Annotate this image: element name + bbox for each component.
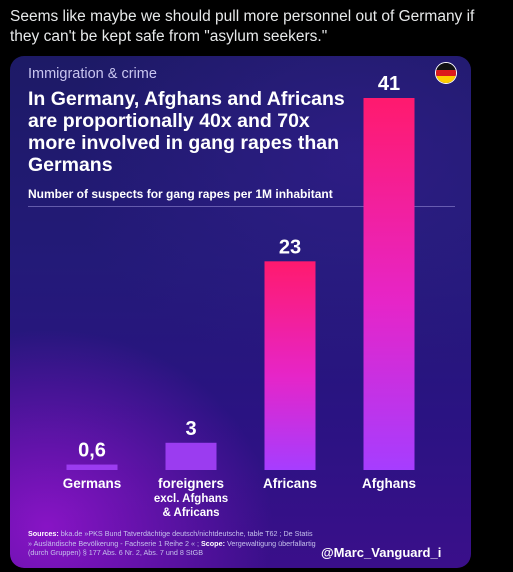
bar-chart: 0,6 3 23 41 Germans foreigners excl. Afghans &… [63, 73, 416, 519]
category-label-0: Germans [63, 476, 122, 491]
value-label-1: 3 [185, 418, 196, 440]
germany-flag-icon [435, 62, 457, 84]
infographic-card: Immigration & crime In Germany, Afghans … [10, 56, 471, 568]
category-kicker: Immigration & crime [28, 66, 157, 82]
value-label-2: 23 [279, 236, 301, 258]
bar-0 [66, 464, 118, 470]
bar-1 [165, 442, 217, 470]
value-label-3: 41 [378, 73, 400, 95]
value-label-0: 0,6 [78, 440, 106, 462]
post-text: Seems like maybe we should pull more per… [10, 8, 475, 45]
category-label-2: Africans [263, 476, 317, 491]
bar-3 [363, 98, 415, 470]
bar-2 [264, 261, 316, 470]
headline: In Germany, Afghans and Africans are pro… [28, 88, 345, 176]
sources-note: Sources: bka.de »PKS Bund Tatverdächtige… [28, 529, 316, 557]
chart-subtitle: Number of suspects for gang rapes per 1M… [28, 187, 333, 201]
author-handle: @Marc_Vanguard_i [321, 545, 442, 560]
category-label-3: Afghans [362, 476, 416, 491]
divider [28, 206, 455, 207]
category-label-1: foreigners excl. Afghans & Africans [154, 476, 228, 519]
